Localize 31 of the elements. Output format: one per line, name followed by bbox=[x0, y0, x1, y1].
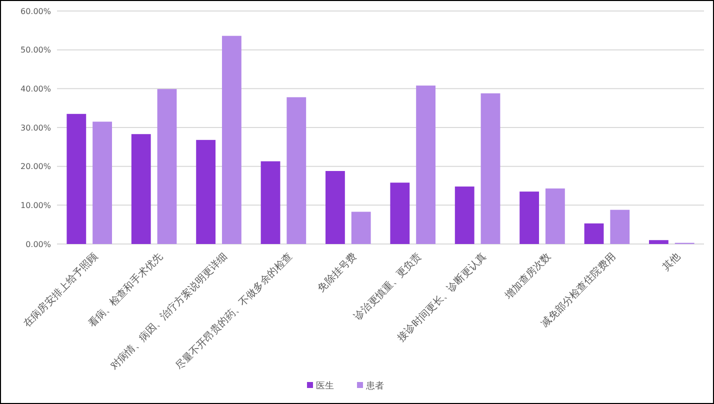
bar bbox=[649, 240, 668, 244]
bar bbox=[92, 122, 112, 244]
bar bbox=[326, 170, 345, 244]
bar bbox=[131, 134, 151, 244]
bar bbox=[66, 114, 86, 244]
y-tick-label: 30.00% bbox=[20, 123, 52, 132]
bar bbox=[351, 212, 371, 244]
bar bbox=[196, 140, 216, 244]
y-tick-label: 10.00% bbox=[20, 200, 52, 210]
x-tick-label: 其他 bbox=[660, 250, 683, 274]
bar bbox=[260, 161, 280, 244]
bar bbox=[545, 188, 565, 244]
y-tick-label: 0.00% bbox=[26, 240, 52, 249]
bar bbox=[157, 89, 177, 244]
legend-label: 医生 bbox=[316, 380, 334, 392]
legend-label: 患者 bbox=[365, 380, 384, 392]
y-tick-label: 60.00% bbox=[20, 6, 52, 16]
bar bbox=[454, 186, 474, 244]
bar bbox=[416, 86, 436, 244]
y-tick-label: 40.00% bbox=[20, 84, 52, 94]
x-tick-label: 免除挂号费 bbox=[315, 250, 360, 294]
bar bbox=[286, 97, 306, 244]
bar bbox=[610, 210, 630, 244]
bar bbox=[390, 182, 410, 244]
y-tick-label: 50.00% bbox=[20, 46, 52, 55]
bar bbox=[222, 36, 242, 244]
bar bbox=[520, 192, 540, 244]
bar bbox=[480, 93, 500, 244]
y-tick-label: 20.00% bbox=[20, 162, 52, 172]
bar bbox=[584, 223, 604, 244]
x-tick-label: 增加查房次数 bbox=[502, 250, 554, 302]
